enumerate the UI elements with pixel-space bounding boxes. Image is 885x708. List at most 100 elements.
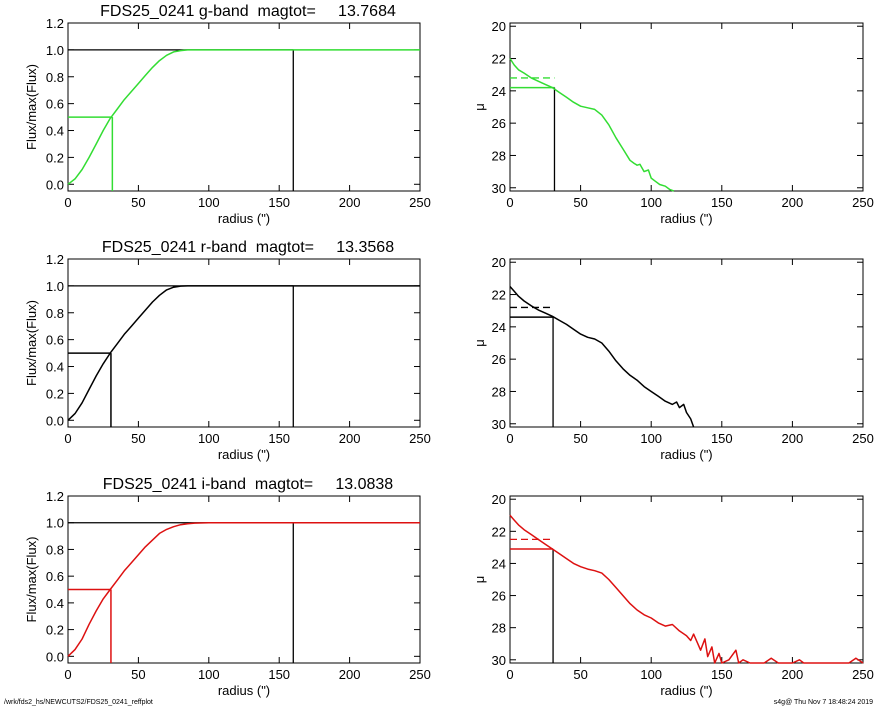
profile-panel-g: 0 50 100 150 200 250 20 22 24 26 28 30 radius (") μ: [472, 19, 874, 226]
x-tick-label: 50: [131, 431, 145, 446]
x-tick-label: 150: [268, 431, 290, 446]
y-axis-label: μ: [472, 576, 487, 584]
growth-panel-i: 0 50 100 150 200 250 0.0 0.2 0.4 0.6 0.8 1.0 1.2 radi…: [24, 476, 431, 698]
profile-curve-g: [509, 58, 675, 192]
plot-frame: [509, 22, 864, 192]
y-tick-label: 1.2: [46, 252, 64, 267]
x-tick-label: 0: [506, 195, 513, 210]
x-tick-label: 200: [782, 195, 804, 210]
y-tick-label: 0.6: [46, 97, 64, 112]
y-tick-label: 0.4: [46, 124, 64, 139]
profile-panel-r: 0 50 100 150 200 250 20 22 24 26 28 30 radius (") μ: [472, 255, 874, 462]
y-tick-label: 24: [492, 84, 506, 99]
y-tick-label: 24: [492, 556, 506, 571]
y-tick-label: 28: [492, 384, 506, 399]
x-tick-label: 200: [782, 431, 804, 446]
y-tick-label: 30: [492, 653, 506, 668]
growth-curve-i: [67, 521, 420, 657]
y-axis-label: Flux/max(Flux): [24, 64, 39, 150]
y-axis-label: μ: [472, 339, 487, 347]
x-tick-label: 150: [711, 431, 733, 446]
x-tick-label: 100: [640, 431, 662, 446]
x-tick-label: 250: [852, 431, 874, 446]
y-tick-label: 26: [492, 116, 506, 131]
x-tick-label: 150: [711, 195, 733, 210]
x-tick-label: 0: [506, 667, 513, 682]
y-tick-label: 0.2: [46, 386, 64, 401]
growth-curve-r: [67, 285, 420, 421]
y-tick-label: 30: [492, 181, 506, 196]
x-tick-label: 150: [711, 667, 733, 682]
x-tick-label: 0: [64, 431, 71, 446]
x-tick-label: 250: [852, 195, 874, 210]
x-tick-label: 0: [64, 667, 71, 682]
x-tick-label: 200: [339, 667, 361, 682]
x-tick-label: 200: [782, 667, 804, 682]
x-axis-label: radius ("): [660, 447, 712, 462]
y-tick-label: 0.0: [46, 649, 64, 664]
plot-frame: [509, 258, 864, 428]
x-tick-label: 150: [268, 195, 290, 210]
x-tick-label: 0: [506, 431, 513, 446]
y-tick-label: 22: [492, 524, 506, 539]
y-axis-label: Flux/max(Flux): [24, 537, 39, 623]
y-tick-label: 28: [492, 148, 506, 163]
x-tick-label: 150: [268, 667, 290, 682]
y-tick-label: 0.6: [46, 569, 64, 584]
chart-title: FDS25_0241 i-band magtot= 13.0838: [103, 476, 394, 493]
x-tick-label: 250: [409, 195, 431, 210]
y-tick-label: 0.8: [46, 70, 64, 85]
plot-frame: [67, 22, 421, 192]
x-tick-label: 100: [198, 431, 220, 446]
y-tick-label: 0.8: [46, 542, 64, 557]
y-tick-label: 24: [492, 320, 506, 335]
y-tick-label: 20: [492, 19, 506, 34]
y-tick-label: 1.0: [46, 43, 64, 58]
plot-frame: [67, 258, 421, 428]
x-tick-label: 0: [64, 195, 71, 210]
y-tick-label: 0.4: [46, 360, 64, 375]
x-axis-label: radius ("): [218, 683, 270, 698]
x-axis-label: radius ("): [218, 211, 270, 226]
footer-timestamp: s4g@ Thu Nov 7 18:48:24 2019: [773, 699, 873, 706]
y-tick-label: 1.0: [46, 279, 64, 294]
y-tick-label: 0.6: [46, 333, 64, 348]
x-tick-label: 200: [339, 195, 361, 210]
profile-curve-i: [509, 514, 864, 664]
x-axis-label: radius ("): [660, 683, 712, 698]
y-tick-label: 0.0: [46, 177, 64, 192]
plot-frame: [509, 495, 864, 664]
y-tick-label: 20: [492, 255, 506, 270]
chart-title: FDS25_0241 r-band magtot= 13.3568: [102, 239, 394, 256]
y-tick-label: 0.4: [46, 596, 64, 611]
y-tick-label: 28: [492, 621, 506, 636]
y-tick-label: 0.0: [46, 413, 64, 428]
x-axis-label: radius ("): [218, 447, 270, 462]
footer-file-path: /wrk/fds2_hs/NEWCUTS2/FDS25_0241_reffplo…: [4, 699, 153, 706]
x-tick-label: 250: [852, 667, 874, 682]
x-tick-label: 250: [409, 667, 431, 682]
plot-frame: [67, 495, 421, 664]
growth-panel-g: 0 50 100 150 200 250 0.0 0.2 0.4 0.6 0.8 1.0 1.2 radi…: [24, 3, 431, 226]
x-tick-label: 250: [409, 431, 431, 446]
x-tick-label: 100: [198, 667, 220, 682]
x-tick-label: 100: [640, 195, 662, 210]
y-axis-label: Flux/max(Flux): [24, 300, 39, 386]
y-tick-label: 1.2: [46, 16, 64, 31]
x-tick-label: 50: [573, 431, 587, 446]
profile-curve-r: [509, 286, 695, 428]
y-tick-label: 1.0: [46, 516, 64, 531]
x-tick-label: 100: [640, 667, 662, 682]
x-axis-label: radius ("): [660, 211, 712, 226]
profile-panel-i: 0 50 100 150 200 250 20 22 24 26 28 30 radius (") μ: [472, 492, 874, 698]
y-tick-label: 0.2: [46, 150, 64, 165]
y-tick-label: 26: [492, 352, 506, 367]
y-axis-label: μ: [472, 103, 487, 111]
growth-panel-r: 0 50 100 150 200 250 0.0 0.2 0.4 0.6 0.8 1.0 1.2 radi…: [24, 239, 431, 462]
y-tick-label: 22: [492, 288, 506, 303]
y-tick-label: 30: [492, 417, 506, 432]
y-tick-label: 0.8: [46, 306, 64, 321]
x-tick-label: 50: [131, 195, 145, 210]
y-tick-label: 26: [492, 589, 506, 604]
